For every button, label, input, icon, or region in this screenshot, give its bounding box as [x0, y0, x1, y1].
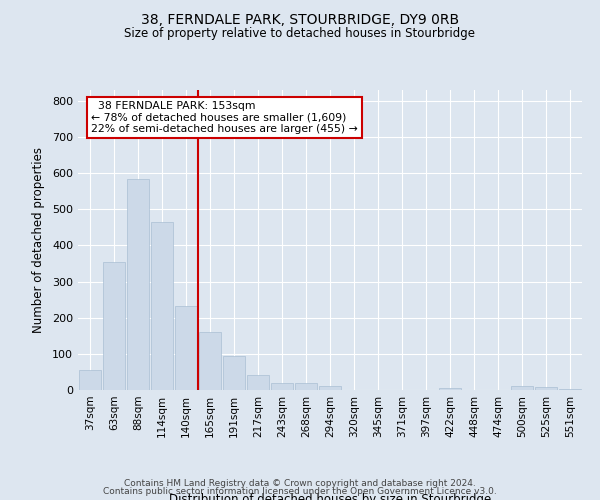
Text: Contains HM Land Registry data © Crown copyright and database right 2024.: Contains HM Land Registry data © Crown c… — [124, 478, 476, 488]
Y-axis label: Number of detached properties: Number of detached properties — [32, 147, 45, 333]
Bar — [439, 388, 461, 390]
Bar — [559, 389, 581, 390]
Bar — [103, 262, 125, 390]
Text: 38, FERNDALE PARK, STOURBRIDGE, DY9 0RB: 38, FERNDALE PARK, STOURBRIDGE, DY9 0RB — [141, 12, 459, 26]
Text: 38 FERNDALE PARK: 153sqm
← 78% of detached houses are smaller (1,609)
22% of sem: 38 FERNDALE PARK: 153sqm ← 78% of detach… — [91, 101, 358, 134]
Text: Size of property relative to detached houses in Stourbridge: Size of property relative to detached ho… — [125, 28, 476, 40]
Bar — [151, 222, 173, 390]
Bar — [127, 178, 149, 390]
Bar — [535, 387, 557, 390]
Bar — [199, 332, 221, 390]
Bar — [79, 370, 101, 390]
Bar — [247, 375, 269, 390]
Bar — [271, 384, 293, 390]
Bar — [175, 306, 197, 390]
Bar — [295, 384, 317, 390]
Bar — [223, 356, 245, 390]
Bar — [511, 386, 533, 390]
Text: Contains public sector information licensed under the Open Government Licence v3: Contains public sector information licen… — [103, 487, 497, 496]
X-axis label: Distribution of detached houses by size in Stourbridge: Distribution of detached houses by size … — [169, 492, 491, 500]
Bar — [319, 386, 341, 390]
